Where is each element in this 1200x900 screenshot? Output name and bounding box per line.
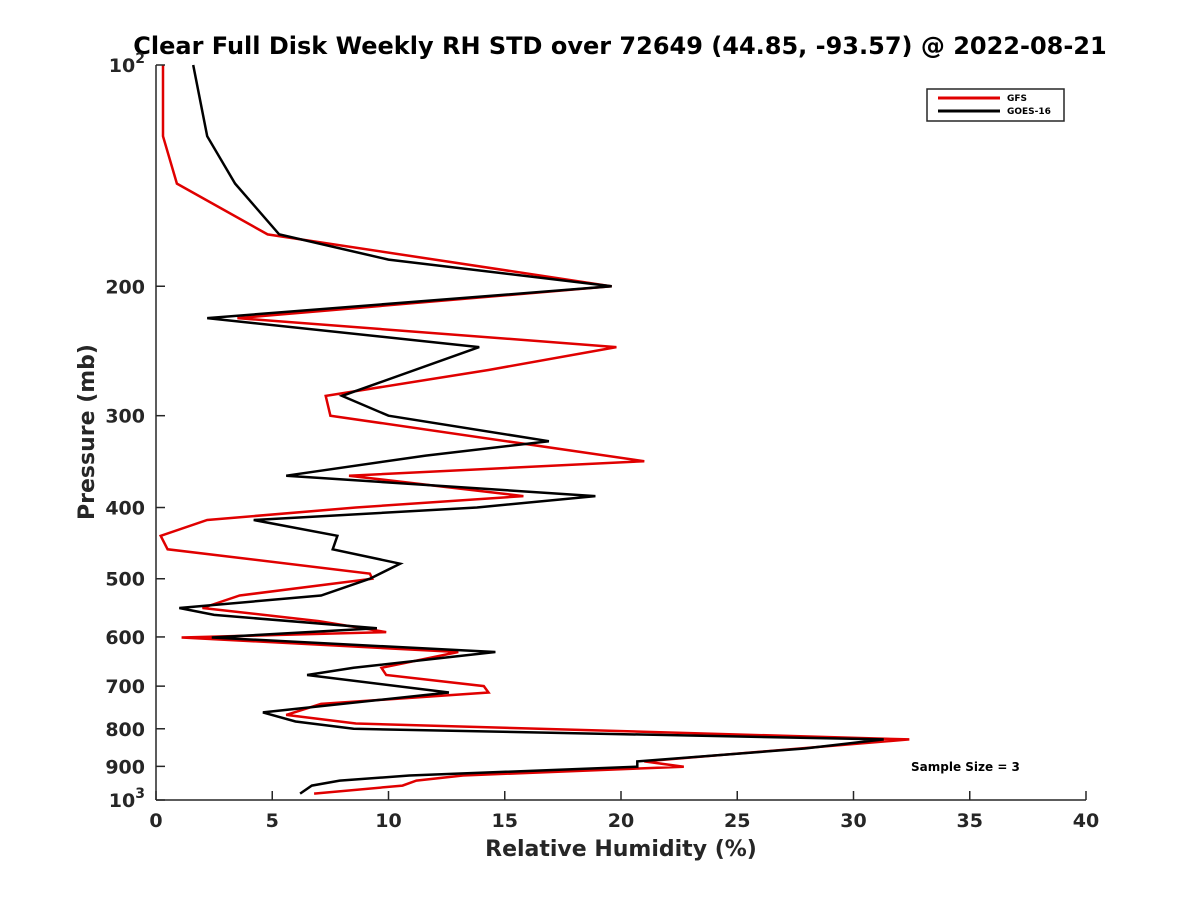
series-line-gfs [158, 65, 910, 795]
legend-box [926, 88, 1065, 122]
x-tick-label: 10 [375, 810, 401, 832]
legend-label-goes-16: GOES-16 [1007, 107, 1051, 117]
x-axis-label: Relative Humidity (%) [485, 837, 757, 862]
x-tick-label: 40 [1073, 810, 1099, 832]
x-tick-label: 30 [840, 810, 866, 832]
x-tick-label: 20 [608, 810, 634, 832]
y-tick-label: 500 [105, 569, 145, 591]
x-tick-label: 25 [724, 810, 750, 832]
y-tick-label: 700 [105, 676, 145, 698]
y-tick-label: 600 [105, 627, 145, 649]
y-tick-label: 200 [105, 276, 145, 298]
x-tick-label: 5 [266, 810, 279, 832]
y-tick-label: 800 [105, 719, 145, 741]
legend: GFS GOES-16 [926, 88, 1065, 122]
y-axis-label: Pressure (mb) [75, 344, 100, 520]
x-tick-label: 0 [149, 810, 162, 832]
sample-size-annotation: Sample Size = 3 [911, 760, 1020, 774]
y-tick-label: 300 [105, 406, 145, 428]
legend-label-gfs: GFS [1007, 94, 1027, 104]
plot-lines [158, 64, 910, 795]
y-tick-label: 103 [109, 786, 145, 812]
y-tick-label: 900 [105, 756, 145, 778]
y-ticks: 102 200 300 400 500 600 700 800 900 103 [105, 51, 165, 812]
chart-title: Clear Full Disk Weekly RH STD over 72649… [133, 32, 1106, 60]
series-line-goes-16 [179, 64, 884, 795]
x-tick-label: 15 [492, 810, 518, 832]
y-tick-label: 102 [109, 51, 145, 77]
x-ticks: 0 5 10 15 20 25 30 35 40 [149, 791, 1099, 832]
x-tick-label: 35 [957, 810, 983, 832]
y-tick-label: 400 [105, 498, 145, 520]
